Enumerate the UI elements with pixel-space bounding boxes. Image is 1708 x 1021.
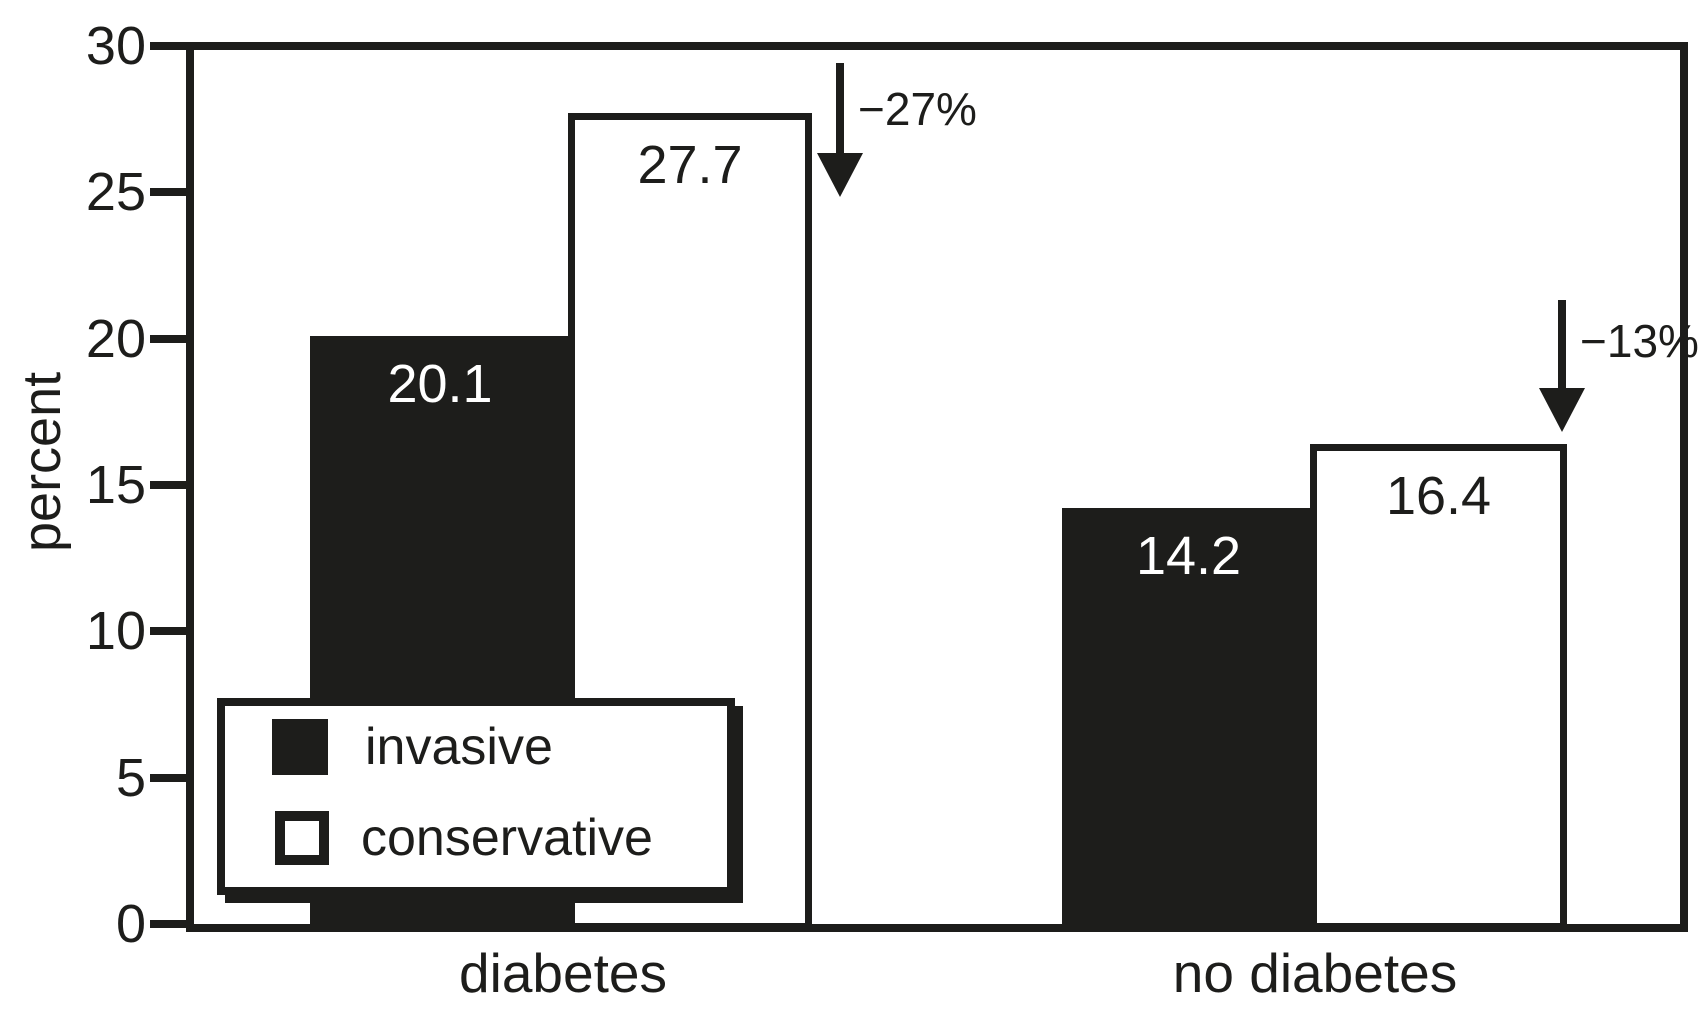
- bar-value-label: 20.1: [387, 354, 493, 414]
- y-tick-mark: [150, 481, 188, 489]
- down-arrow-icon: [836, 63, 844, 163]
- legend-label-invasive: invasive: [365, 718, 553, 776]
- annotation-diabetes-reduction: −27%: [858, 83, 977, 135]
- bar-no-diabetes-invasive: 14.2: [1062, 508, 1315, 930]
- y-tick-label: 30: [85, 16, 146, 76]
- bar-value-label: 14.2: [1135, 526, 1242, 586]
- y-tick-mark: [150, 774, 188, 782]
- x-category-label-no-diabetes: no diabetes: [1172, 942, 1458, 1004]
- y-tick-mark: [150, 920, 188, 928]
- y-tick-label: 20: [85, 309, 146, 369]
- y-tick-mark: [150, 335, 188, 343]
- down-arrow-icon: [817, 153, 863, 197]
- bar-value-label: 27.7: [637, 135, 743, 195]
- y-tick-label: 25: [85, 162, 146, 222]
- y-tick-label: 15: [85, 455, 146, 515]
- down-arrow-icon: [1558, 300, 1566, 392]
- y-tick-label: 0: [115, 894, 146, 954]
- y-tick-mark: [150, 627, 188, 635]
- bar-no-diabetes-conservative: 16.4: [1310, 444, 1567, 930]
- y-tick-label: 5: [115, 748, 146, 808]
- annotation-no-diabetes-reduction: −13%: [1580, 315, 1699, 367]
- legend-label-conservative: conservative: [361, 809, 653, 867]
- legend: invasive conservative: [217, 698, 735, 895]
- bar-value-label: 16.4: [1385, 466, 1492, 526]
- legend-swatch-invasive-filled-square-icon: [272, 719, 328, 775]
- y-tick-mark: [150, 188, 188, 196]
- x-category-label-diabetes: diabetes: [459, 942, 667, 1004]
- y-tick-label: 10: [85, 601, 146, 661]
- down-arrow-icon: [1539, 388, 1585, 432]
- y-tick-mark: [150, 42, 188, 50]
- legend-swatch-conservative-open-square-icon: [275, 811, 329, 865]
